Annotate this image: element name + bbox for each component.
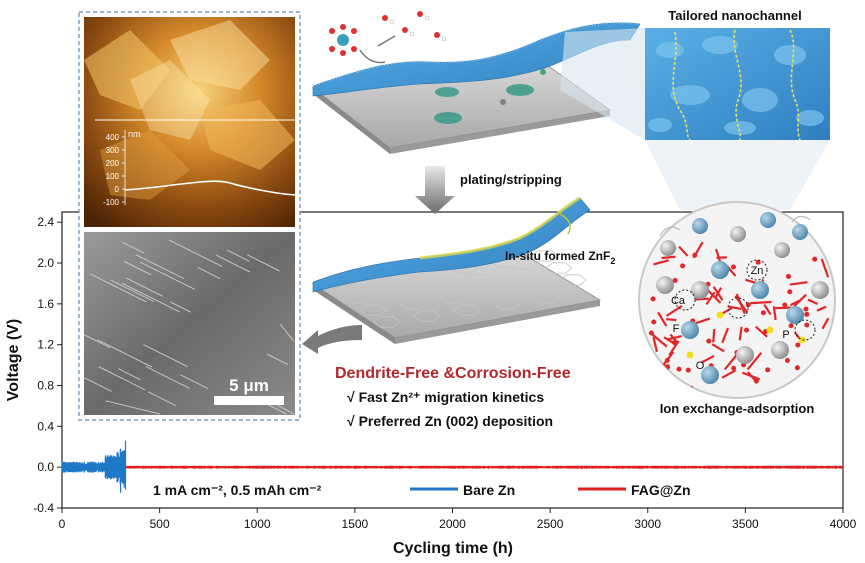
fag-film-middle bbox=[312, 197, 591, 293]
condition-label: 1 mA cm⁻², 0.5 mAh cm⁻² bbox=[153, 482, 322, 498]
top-schematic bbox=[311, 11, 641, 154]
series-layer bbox=[61, 440, 844, 493]
benefit-deposition: √ Preferred Zn (002) deposition bbox=[347, 413, 553, 429]
atom-label: Zn bbox=[751, 265, 764, 277]
x-tick-label: 0 bbox=[59, 517, 66, 531]
afm-unit: nm bbox=[128, 129, 141, 139]
y-tick-label: 0.8 bbox=[37, 379, 54, 393]
benefit-migration: √ Fast Zn²⁺ migration kinetics bbox=[347, 389, 544, 405]
y-tick-label: 1.6 bbox=[37, 297, 54, 311]
scale-bar-label: 5 μm bbox=[229, 376, 269, 395]
x-tick-label: 1000 bbox=[244, 517, 271, 531]
scale-bar bbox=[214, 396, 284, 405]
voltage-chart: 0 500 1000 1500 2000 2500 3000 3500 4000 -0.4 0.0… bbox=[5, 211, 857, 557]
atom-label: O bbox=[696, 360, 705, 372]
plating-arrow: plating/stripping bbox=[415, 166, 562, 214]
afm-tick: -100 bbox=[103, 198, 120, 207]
afm-tick: 0 bbox=[115, 185, 120, 194]
ion-exchange-label: Ion exchange-adsorption bbox=[660, 401, 815, 416]
znf2-label: In-situ formed ZnF2 bbox=[505, 249, 615, 266]
x-tick-label: 1500 bbox=[342, 517, 369, 531]
x-axis-label: Cycling time (h) bbox=[393, 540, 513, 557]
x-tick-label: 3500 bbox=[732, 517, 759, 531]
afm-tick: 200 bbox=[106, 159, 120, 168]
series-fag-zn bbox=[124, 465, 844, 469]
microscopy-inset: nm 400 300 200 100 0 -100 5 μm bbox=[78, 11, 301, 421]
sem-image: 5 μm bbox=[83, 232, 295, 415]
y-axis-label: Voltage (V) bbox=[5, 319, 22, 401]
y-axis-ticks: -0.4 0.0 0.4 0.8 1.2 1.6 2.0 2.4 bbox=[33, 215, 62, 515]
y-tick-label: 1.2 bbox=[37, 338, 54, 352]
afm-profile bbox=[124, 180, 296, 196]
y-tick-label: 0.0 bbox=[37, 460, 54, 474]
y-tick-label: -0.4 bbox=[33, 501, 54, 515]
afm-image: nm 400 300 200 100 0 -100 bbox=[84, 17, 296, 227]
afm-tick: 300 bbox=[106, 146, 120, 155]
afm-tick-labels: 400 300 200 100 0 -100 bbox=[103, 133, 125, 207]
ion-exchange-circle: Zn Ca F P O Ion exchange-adsorption bbox=[638, 201, 836, 416]
x-tick-label: 500 bbox=[150, 517, 170, 531]
legend-label-fag: FAG@Zn bbox=[631, 482, 691, 498]
x-axis-ticks: 0 500 1000 1500 2000 2500 3000 3500 4000 bbox=[59, 508, 857, 531]
y-tick-label: 2.0 bbox=[37, 256, 54, 270]
dendrite-headline: Dendrite-Free &Corrosion-Free bbox=[335, 365, 571, 382]
series-bare-zn bbox=[61, 440, 127, 493]
atom-label: Ca bbox=[671, 295, 686, 307]
plating-label: plating/stripping bbox=[460, 172, 562, 187]
afm-tick: 100 bbox=[106, 172, 120, 181]
legend-label-bare: Bare Zn bbox=[463, 482, 515, 498]
x-tick-label: 2500 bbox=[537, 517, 564, 531]
x-tick-label: 2000 bbox=[439, 517, 466, 531]
y-tick-label: 2.4 bbox=[37, 215, 54, 229]
atom-label: F bbox=[673, 323, 680, 335]
nanochannel-title: Tailored nanochannel bbox=[668, 8, 801, 23]
x-tick-label: 4000 bbox=[830, 517, 857, 531]
afm-tick: 400 bbox=[106, 133, 120, 142]
x-tick-label: 3000 bbox=[634, 517, 661, 531]
atom-label: P bbox=[782, 329, 789, 341]
result-arrow bbox=[302, 325, 362, 354]
middle-schematic: In-situ formed ZnF2 bbox=[311, 196, 615, 344]
solvated-ions bbox=[329, 11, 447, 64]
y-tick-label: 0.4 bbox=[37, 419, 54, 433]
incoming-ions bbox=[659, 212, 811, 258]
nanochannel-panel: Tailored nanochannel bbox=[560, 8, 830, 210]
